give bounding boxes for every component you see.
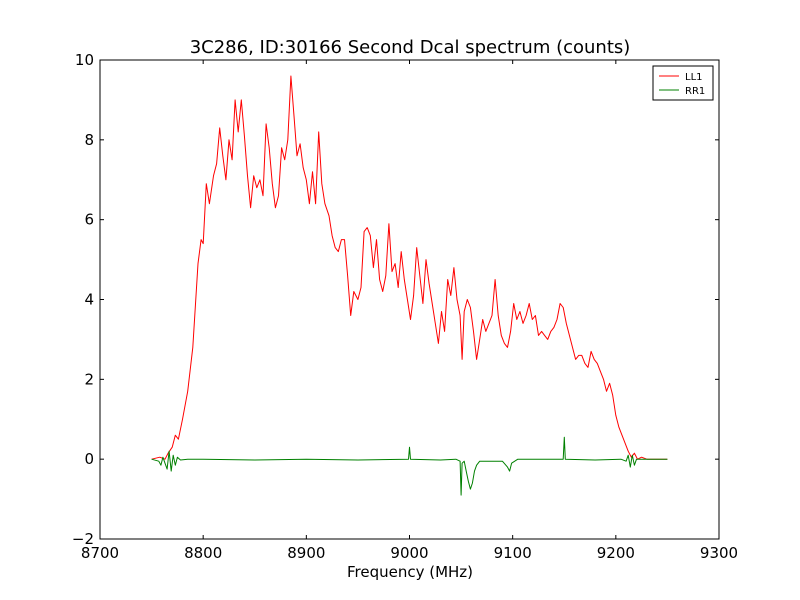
x-tick-label: 9200 xyxy=(597,544,635,562)
legend-label-ll1: LL1 xyxy=(685,72,703,83)
x-tick-label: 9100 xyxy=(494,544,532,562)
y-tick-label: 0 xyxy=(84,450,94,468)
plot-frame xyxy=(99,59,720,540)
y-axis: −2 0 2 4 6 8 10 xyxy=(72,51,719,548)
x-tick-label: 8700 xyxy=(81,544,119,562)
plot-area-border xyxy=(99,59,720,540)
x-tick-label: 9000 xyxy=(390,544,428,562)
x-tick-label: 8900 xyxy=(287,544,325,562)
y-tick-label: 8 xyxy=(84,131,94,149)
series-line-rr1 xyxy=(151,436,668,496)
x-axis-label: Frequency (MHz) xyxy=(347,563,473,581)
y-tick-label: 2 xyxy=(84,370,94,388)
legend-box xyxy=(652,65,714,101)
series-line-ll1 xyxy=(151,75,668,460)
legend-label-rr1: RR1 xyxy=(685,86,705,97)
y-tick-label: 10 xyxy=(75,51,94,69)
y-tick-label: 4 xyxy=(84,291,94,309)
chart-title: 3C286, ID:30166 Second Dcal spectrum (co… xyxy=(190,37,631,58)
x-axis: 8700 8800 8900 9000 9100 9200 9300 xyxy=(81,60,738,562)
x-tick-label: 9300 xyxy=(700,544,738,562)
x-tick-label: 8800 xyxy=(184,544,222,562)
y-tick-label: 6 xyxy=(84,211,94,229)
series-layer xyxy=(151,75,668,496)
y-tick-label: −2 xyxy=(72,530,94,548)
